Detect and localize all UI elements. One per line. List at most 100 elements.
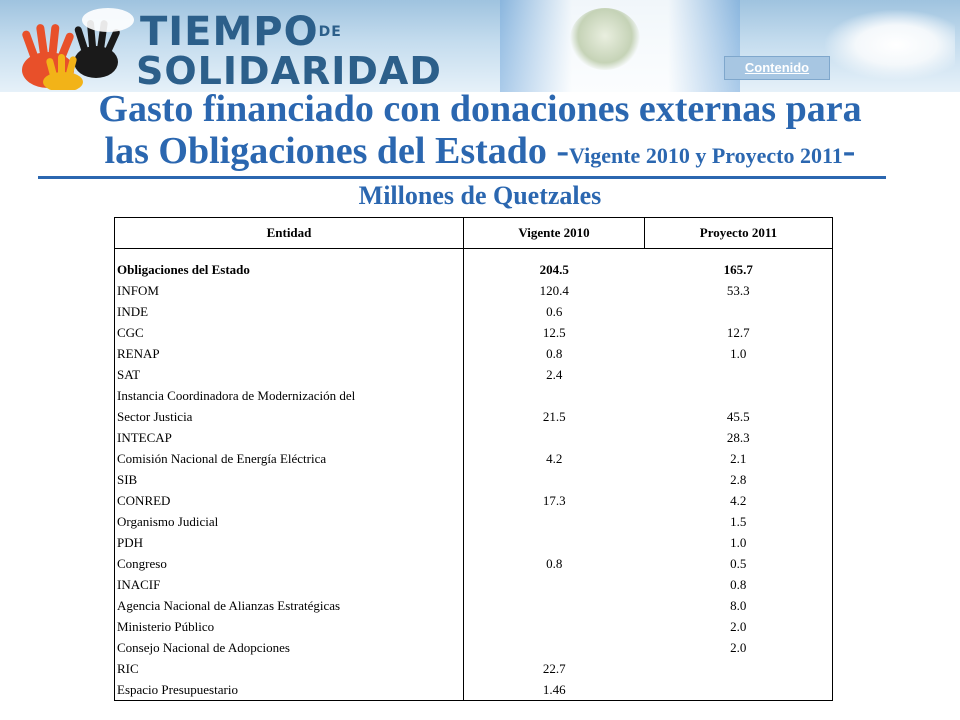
table-row: INDE 0.6 bbox=[114, 301, 833, 322]
cell-entidad: INTECAP bbox=[114, 427, 464, 448]
cell-entidad: Comisión Nacional de Energía Eléctrica bbox=[114, 448, 464, 469]
cell-entidad: Obligaciones del Estado bbox=[114, 259, 464, 280]
table-row: INFOM 120.4 53.3 bbox=[114, 280, 833, 301]
cell-proyecto-2011: 2.0 bbox=[644, 637, 833, 658]
cell-vigente-2010 bbox=[464, 595, 645, 616]
cell-vigente-2010: 17.3 bbox=[542, 492, 566, 508]
contenido-link-button[interactable]: Contenido bbox=[724, 56, 830, 80]
table-header-row: Entidad Vigente 2010 Proyecto 2011 bbox=[114, 217, 833, 249]
cell-vigente-2010: 2.4 bbox=[546, 366, 563, 382]
table-row: Sector Justicia 21.5 45.5 bbox=[114, 406, 833, 427]
table-row: SAT 2.4 bbox=[114, 364, 833, 385]
cell-proyecto-2011: 1.5 bbox=[644, 511, 833, 532]
cell-proyecto-2011: 2.8 bbox=[644, 469, 833, 490]
cell-vigente-2010: 12.5 bbox=[542, 324, 566, 340]
header-entidad: Entidad bbox=[114, 217, 464, 249]
cell-proyecto-2011: 0.5 bbox=[644, 553, 833, 574]
title-line-2-main: las Obligaciones del Estado bbox=[104, 130, 547, 172]
header-banner: TIEMPODE SOLIDARIDAD Contenido bbox=[0, 0, 960, 92]
table-spacer-row bbox=[114, 248, 833, 259]
table-row: SIB 2.8 bbox=[114, 469, 833, 490]
table-row: INTECAP 28.3 bbox=[114, 427, 833, 448]
cell-proyecto-2011: 28.3 bbox=[644, 427, 833, 448]
title-line-2: las Obligaciones del Estado -Vigente 201… bbox=[0, 130, 960, 177]
cell-vigente-2010 bbox=[464, 385, 645, 406]
cell-entidad: RIC bbox=[114, 658, 464, 679]
cell-vigente-2010: 21.5 bbox=[542, 408, 566, 424]
table-row: RENAP 0.8 1.0 bbox=[114, 343, 833, 364]
page-title: Gasto financiado con donaciones externas… bbox=[0, 88, 960, 177]
cell-entidad: RENAP bbox=[114, 343, 464, 364]
cell-proyecto-2011: 8.0 bbox=[644, 595, 833, 616]
cell-proyecto-2011 bbox=[644, 301, 833, 322]
cell-entidad: Ministerio Público bbox=[114, 616, 464, 637]
table-row: CONRED 17.3 4.2 bbox=[114, 490, 833, 511]
cell-proyecto-2011: 12.7 bbox=[644, 322, 833, 343]
cell-vigente-2010: 0.8 bbox=[546, 555, 563, 571]
title-line-1: Gasto financiado con donaciones externas… bbox=[98, 88, 862, 130]
table-row: PDH 1.0 bbox=[114, 532, 833, 553]
header-proyecto-2011: Proyecto 2011 bbox=[644, 217, 833, 249]
table-row: Agencia Nacional de Alianzas Estratégica… bbox=[114, 595, 833, 616]
cell-vigente-2010 bbox=[464, 511, 645, 532]
title-dash-open: - bbox=[546, 130, 570, 172]
logo-word-de: DE bbox=[318, 24, 342, 40]
cell-entidad: CGC bbox=[114, 322, 464, 343]
cell-vigente-2010: 1.46 bbox=[463, 679, 645, 701]
cell-vigente-2010 bbox=[464, 574, 645, 595]
cell-proyecto-2011: 165.7 bbox=[644, 259, 833, 280]
cell-proyecto-2011: 45.5 bbox=[644, 406, 833, 427]
cell-vigente-2010 bbox=[464, 616, 645, 637]
cell-entidad: INFOM bbox=[114, 280, 464, 301]
cell-proyecto-2011 bbox=[644, 364, 833, 385]
table-row: INACIF 0.8 bbox=[114, 574, 833, 595]
cell-vigente-2010 bbox=[464, 532, 645, 553]
cell-entidad: Congreso bbox=[114, 553, 464, 574]
donations-table: Entidad Vigente 2010 Proyecto 2011 Oblig… bbox=[114, 217, 833, 701]
table-row: Consejo Nacional de Adopciones 2.0 bbox=[114, 637, 833, 658]
cell-proyecto-2011: 4.2 bbox=[644, 490, 833, 511]
cell-entidad: SIB bbox=[114, 469, 464, 490]
cell-proyecto-2011: 1.0 bbox=[644, 343, 833, 364]
cell-proyecto-2011 bbox=[644, 679, 833, 701]
cell-vigente-2010: 0.6 bbox=[546, 303, 563, 319]
cell-vigente-2010 bbox=[464, 427, 645, 448]
logo-word-solidaridad: SOLIDARIDAD bbox=[136, 49, 442, 92]
cell-proyecto-2011: 2.1 bbox=[644, 448, 833, 469]
title-dash-close: - bbox=[842, 130, 856, 172]
dove-image bbox=[825, 10, 955, 80]
table-row: Organismo Judicial 1.5 bbox=[114, 511, 833, 532]
cell-entidad: INDE bbox=[114, 301, 464, 322]
coat-of-arms-emblem bbox=[570, 8, 640, 70]
table-row: Congreso 0.8 0.5 bbox=[114, 553, 833, 574]
cell-entidad: PDH bbox=[114, 532, 464, 553]
cell-entidad: Espacio Presupuestario bbox=[114, 679, 464, 701]
cell-entidad: SAT bbox=[114, 364, 464, 385]
header-vigente-2010: Vigente 2010 bbox=[463, 217, 645, 249]
table-row: RIC 22.7 bbox=[114, 658, 833, 679]
site-logo-text: TIEMPODE SOLIDARIDAD bbox=[136, 9, 442, 90]
title-subtitle: Vigente 2010 y Proyecto 2011 bbox=[569, 143, 843, 168]
cell-proyecto-2011 bbox=[644, 385, 833, 406]
cell-vigente-2010: 204.5 bbox=[539, 261, 569, 277]
table-row: Ministerio Público 2.0 bbox=[114, 616, 833, 637]
title-divider bbox=[38, 176, 886, 179]
cell-vigente-2010: 22.7 bbox=[542, 660, 566, 676]
table-body: Obligaciones del Estado 204.5 165.7 INFOM 12… bbox=[114, 248, 833, 701]
cell-entidad: Consejo Nacional de Adopciones bbox=[114, 637, 464, 658]
cell-proyecto-2011: 1.0 bbox=[644, 532, 833, 553]
cell-entidad: INACIF bbox=[114, 574, 464, 595]
units-subtitle: Millones de Quetzales bbox=[358, 181, 602, 210]
logo-word-tiempo: TIEMPO bbox=[140, 9, 319, 55]
table-row: CGC 12.5 12.7 bbox=[114, 322, 833, 343]
cell-entidad: Instancia Coordinadora de Modernización … bbox=[114, 385, 464, 406]
cell-vigente-2010: 120.4 bbox=[539, 282, 569, 298]
cell-proyecto-2011: 0.8 bbox=[644, 574, 833, 595]
cell-entidad: Organismo Judicial bbox=[114, 511, 464, 532]
cell-proyecto-2011: 2.0 bbox=[644, 616, 833, 637]
table-row: Comisión Nacional de Energía Eléctrica 4.… bbox=[114, 448, 833, 469]
cell-vigente-2010: 0.8 bbox=[546, 345, 563, 361]
cell-vigente-2010 bbox=[464, 637, 645, 658]
table-row: Espacio Presupuestario 1.46 bbox=[114, 679, 833, 701]
cell-vigente-2010 bbox=[464, 469, 645, 490]
